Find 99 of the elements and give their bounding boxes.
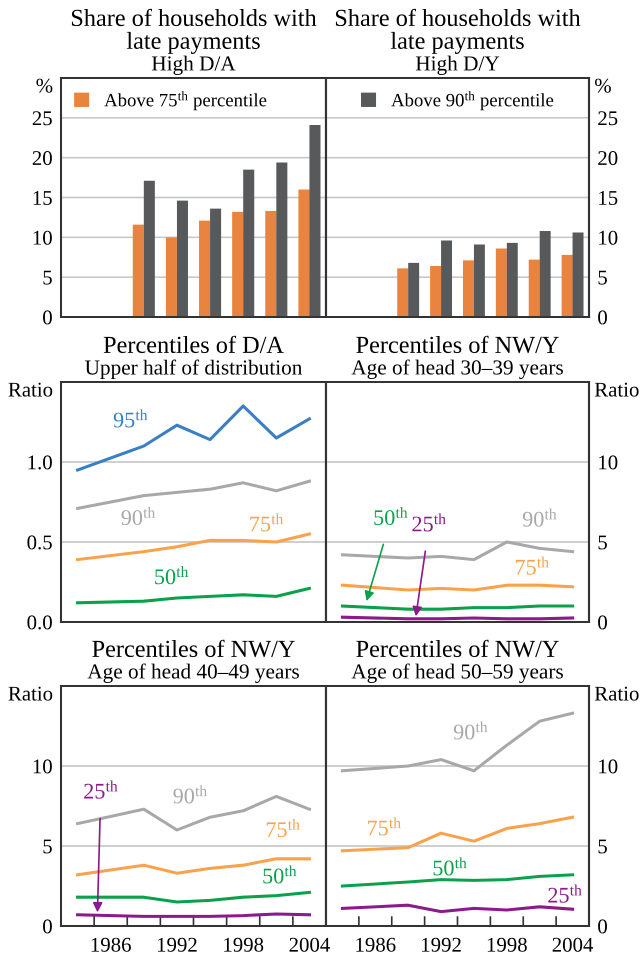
line-series [76,586,311,604]
chart-subtitle: Age of head 50–59 years [351,663,563,683]
legend-label: Above 75$^{th}$ percentile [104,91,266,110]
y-tick-label: 10 [34,230,52,245]
bar [276,162,288,317]
bar [462,260,474,317]
y2-axis-title: Ratio [594,686,639,701]
line-series [76,532,311,562]
bar [210,208,222,317]
bar [243,170,254,317]
chart-subtitle: Age of head 40–49 years [87,663,299,683]
text: 25$^{th}$ [412,513,446,532]
y2-tick-label: 10 [599,759,618,774]
y2-tick-label: 15 [599,190,618,205]
bar [132,224,144,317]
bar [166,237,177,317]
chart-subtitle: Age of head 30–39 years [351,359,563,379]
bar [199,220,210,317]
bar [528,260,540,317]
line-series [340,904,574,914]
y2-tick-label: 5 [598,536,607,550]
y-tick-label: 25 [32,111,52,126]
series-label: 75$^{th}$ [368,817,401,836]
series-label: 25$^{th}$ [548,884,582,903]
y2-tick-label: 5 [598,270,607,285]
line-series [340,712,574,772]
chart-subtitle: Upper half of distribution [85,360,302,379]
text: 25$^{th}$ [84,780,118,799]
series-label: 50$^{th}$ [155,566,188,584]
chart-subtitle: High D/A [152,56,236,75]
bar [430,266,442,317]
y-tick-label: 1.0 [28,455,52,470]
bar [496,248,507,317]
y2-tick-label: 20 [598,151,618,166]
y-tick-label: 0.0 [27,615,52,630]
y-tick-label: 20 [32,151,52,166]
y-tick-label: 5 [43,840,52,854]
line-series [76,404,311,472]
bar [298,190,310,317]
line-series [76,890,311,904]
text: 50$^{th}$ [374,506,408,526]
y2-tick-label: 25 [598,111,618,126]
y2-tick-label: 5 [598,840,607,854]
series-label: 75$^{th}$ [516,556,549,575]
y-tick-label: 0.5 [27,535,52,550]
series-label: 90$^{th}$ [121,506,156,526]
series-label: 95$^{th}$ [114,409,148,428]
chart-title: Percentiles of NW/Y [356,640,559,658]
y2-tick-label: 0 [598,615,607,630]
bar [562,254,573,317]
y-axis-title: Ratio [8,686,52,701]
x-tick-label: 1998 [488,938,527,952]
bar [572,232,584,317]
chart-title: Percentiles of D/A [104,336,284,354]
y-tick-label: 0 [43,310,52,324]
series-label: 90$^{th}$ [454,721,488,740]
y-tick-label: 15 [34,190,52,205]
x-tick-label: 1992 [422,938,461,952]
bar [176,200,188,317]
series-label: 50$^{th}$ [263,865,296,884]
bar [265,211,276,317]
y2-tick-label: 10 [599,455,618,470]
y-tick-label: 10 [34,759,52,774]
y2-tick-label: 0 [598,919,607,934]
x-tick-label: 1992 [158,938,197,952]
y-axis-title: % [36,78,52,93]
chart-subtitle: High D/Y [416,56,500,75]
bar [144,180,155,317]
y2-axis-title: % [594,78,611,93]
series-label: 50$^{th}$ [434,857,467,876]
bar [397,268,408,317]
bar [506,242,518,317]
series-label: 90$^{th}$ [522,508,556,527]
x-tick-label: 1998 [224,938,264,952]
y2-tick-label: 0 [598,310,607,324]
series-label: 75$^{th}$ [250,513,284,532]
bar [441,240,452,317]
bar [474,244,485,317]
chart-title: Share of households with late payments [72,8,316,54]
line-series [340,816,574,852]
y2-tick-label: 10 [599,230,618,245]
series-label: 75$^{th}$ [266,818,300,838]
x-tick-label: 2004 [552,938,594,952]
x-tick-label: 1986 [92,938,131,952]
bar [232,212,244,317]
bar [408,262,420,317]
x-tick-label: 1986 [356,938,396,952]
bar [540,230,551,317]
x-tick-label: 2004 [290,938,330,952]
bar [309,125,320,317]
legend-label: Above 90$^{th}$ percentile [391,91,554,110]
y-axis-title: Ratio [8,382,52,397]
y-tick-label: 5 [43,270,52,285]
y2-axis-title: Ratio [594,382,639,397]
chart-title: Percentiles of NW/Y [356,336,559,354]
y-tick-label: 0 [43,919,52,934]
chart-title: Percentiles of NW/Y [92,640,295,658]
series-label: 90$^{th}$ [173,785,207,804]
chart-title: Share of households with late payments [336,8,580,54]
